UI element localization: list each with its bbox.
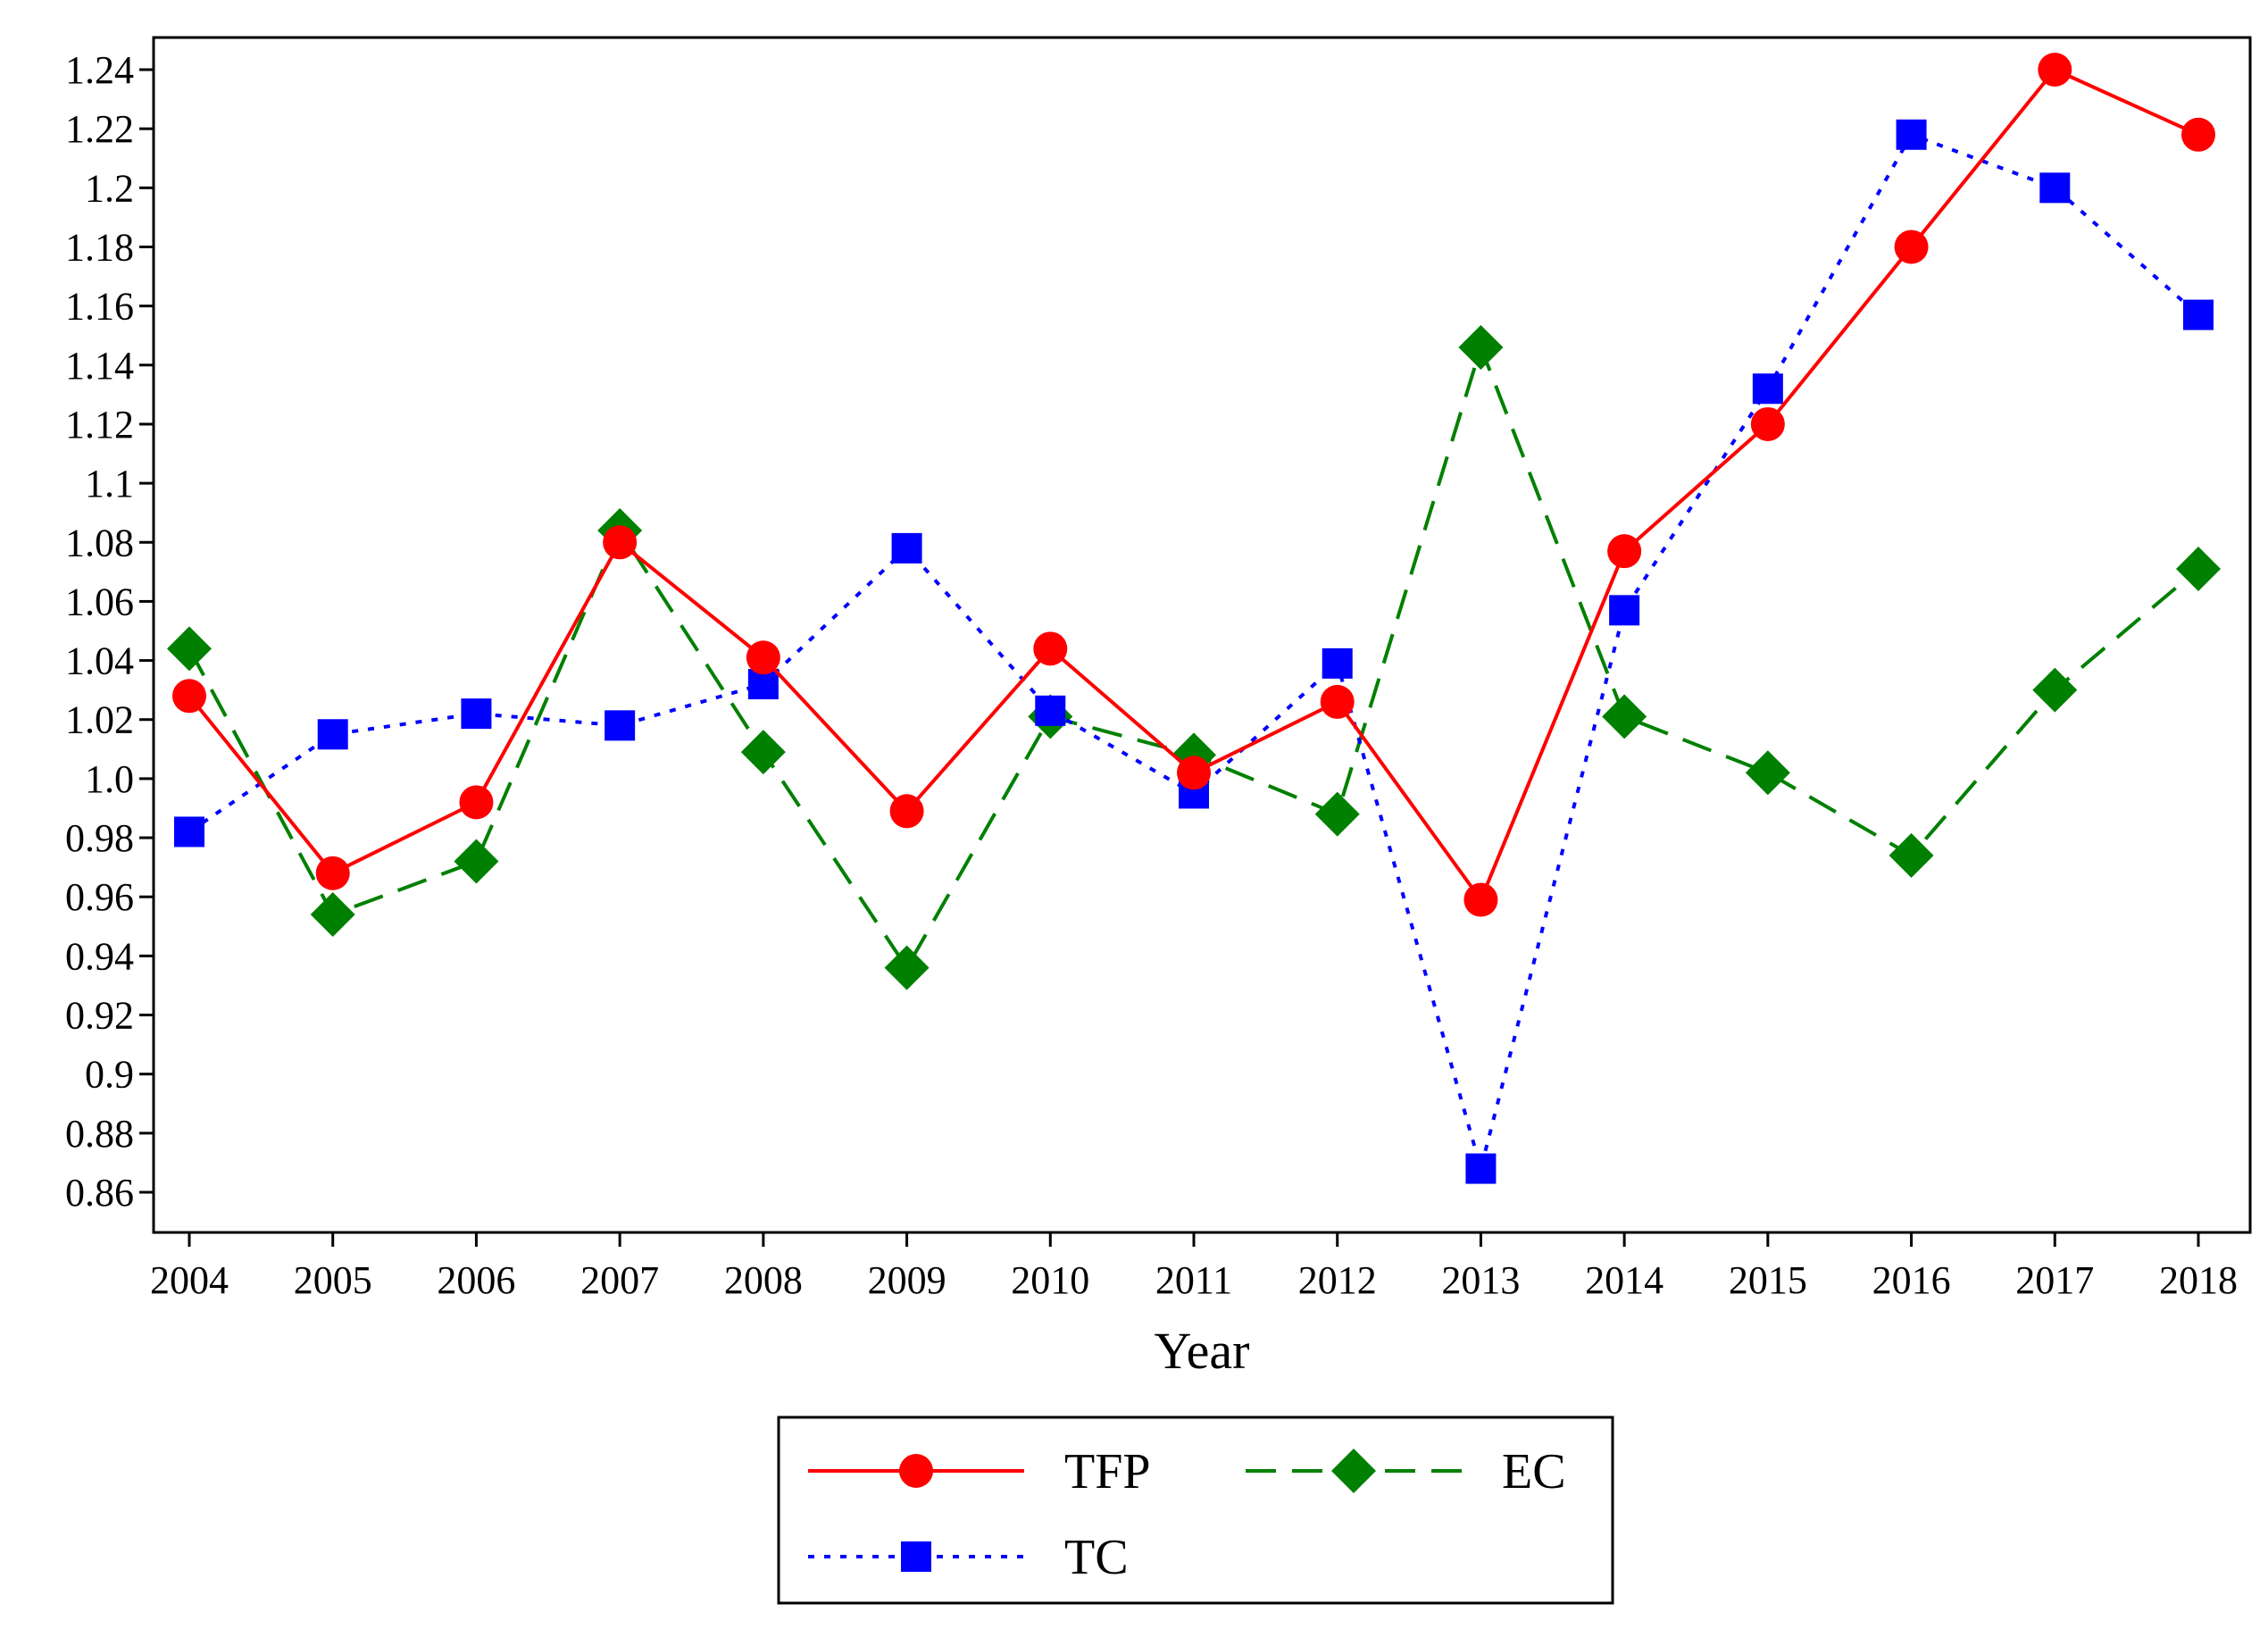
tfp-point bbox=[172, 679, 206, 714]
tfp-point bbox=[746, 640, 780, 675]
series-line-ec bbox=[188, 341, 2200, 972]
series-tfp bbox=[172, 53, 2215, 917]
x-tick-label: 2016 bbox=[1872, 1258, 1951, 1302]
y-tick-label: 0.92 bbox=[65, 994, 134, 1038]
y-tick-label: 1.02 bbox=[65, 698, 134, 742]
tc-point bbox=[1322, 647, 1353, 679]
legend-marker-ec bbox=[1331, 1449, 1376, 1493]
y-tick-label: 1.08 bbox=[65, 521, 134, 564]
ec-point bbox=[454, 839, 499, 884]
y-tick-label: 1.0 bbox=[85, 757, 134, 801]
x-tick-label: 2012 bbox=[1298, 1258, 1377, 1302]
y-tick-label: 1.16 bbox=[65, 285, 134, 329]
tfp-point bbox=[1750, 406, 1785, 441]
ec-point bbox=[1602, 694, 1647, 739]
ec-point bbox=[1745, 750, 1790, 796]
ec-point bbox=[884, 945, 930, 990]
x-tick-label: 2006 bbox=[437, 1258, 515, 1302]
y-tick-label: 0.9 bbox=[85, 1053, 134, 1097]
tfp-point bbox=[603, 525, 638, 560]
legend-label-ec: EC bbox=[1502, 1444, 1566, 1499]
tc-point bbox=[605, 710, 636, 741]
x-tick-label: 2015 bbox=[1729, 1258, 1807, 1302]
y-tick-label: 1.06 bbox=[65, 580, 134, 623]
ec-point bbox=[310, 892, 355, 938]
x-tick-label: 2014 bbox=[1585, 1258, 1663, 1302]
tc-point bbox=[2183, 299, 2214, 330]
y-tick-label: 0.98 bbox=[65, 816, 134, 860]
series-ec bbox=[167, 324, 2221, 990]
tc-point bbox=[1465, 1153, 1497, 1184]
x-tick-label: 2017 bbox=[2015, 1258, 2094, 1302]
legend-items: TFP EC TC bbox=[808, 1444, 1566, 1585]
legend-item-ec: EC bbox=[1246, 1444, 1566, 1499]
tfp-point bbox=[1177, 756, 1211, 790]
y-tick-label: 1.24 bbox=[65, 48, 134, 92]
tc-point bbox=[1896, 119, 1927, 150]
series-line-tc bbox=[188, 132, 2200, 1176]
legend-label-tfp: TFP bbox=[1064, 1444, 1151, 1499]
legend-marker-tfp bbox=[899, 1454, 933, 1488]
tfp-point bbox=[2181, 117, 2215, 152]
y-tick-label: 1.1 bbox=[85, 462, 134, 505]
ec-point bbox=[1458, 324, 1504, 370]
y-tick-label: 1.2 bbox=[85, 166, 134, 210]
tfp-point bbox=[459, 785, 494, 820]
tc-point bbox=[317, 719, 348, 750]
x-tick-label: 2009 bbox=[868, 1258, 946, 1302]
plot-frame bbox=[152, 36, 2252, 1234]
tc-point bbox=[2039, 172, 2071, 204]
tc-point bbox=[1035, 695, 1066, 726]
ec-point bbox=[2176, 547, 2221, 592]
y-tick-label: 1.14 bbox=[65, 344, 134, 388]
tfp-point bbox=[1463, 882, 1498, 917]
x-axis-title: Year bbox=[1155, 1322, 1250, 1380]
ec-point bbox=[740, 730, 786, 775]
tfp-point bbox=[1033, 631, 1068, 666]
legend-label-tc: TC bbox=[1064, 1530, 1129, 1585]
ec-point bbox=[1314, 791, 1360, 837]
tc-point bbox=[1752, 373, 1783, 405]
x-tick-label: 2004 bbox=[150, 1258, 229, 1302]
series-layer bbox=[167, 53, 2221, 1184]
y-tick-label: 1.22 bbox=[65, 107, 134, 151]
y-tick-label: 0.94 bbox=[65, 934, 134, 978]
x-tick-label: 2018 bbox=[2159, 1258, 2238, 1302]
legend-marker-tc bbox=[901, 1541, 931, 1572]
y-tick-label: 1.04 bbox=[65, 639, 134, 683]
x-tick-label: 2005 bbox=[294, 1258, 372, 1302]
tc-point bbox=[891, 532, 922, 564]
legend-item-tfp: TFP bbox=[808, 1444, 1151, 1499]
legend: TFP EC TC bbox=[777, 1416, 1614, 1605]
ec-point bbox=[1889, 832, 1934, 878]
x-tick-label: 2013 bbox=[1441, 1258, 1520, 1302]
tfp-point bbox=[2038, 53, 2072, 87]
tfp-point bbox=[1607, 534, 1642, 569]
y-tick-label: 0.96 bbox=[65, 875, 134, 919]
y-tick-label: 1.12 bbox=[65, 403, 134, 447]
x-axis: 2004 2005 2006 2007 2008 2009 2010 2011 2012 2013… bbox=[150, 1232, 2238, 1302]
tfp-point bbox=[1894, 230, 1929, 264]
y-tick-label: 0.86 bbox=[65, 1171, 134, 1215]
tfp-point bbox=[1320, 684, 1355, 719]
x-tick-label: 2008 bbox=[724, 1258, 803, 1302]
tc-point bbox=[461, 698, 492, 730]
x-tick-label: 2007 bbox=[580, 1258, 659, 1302]
y-tick-label: 0.88 bbox=[65, 1112, 134, 1156]
y-axis: 0.86 0.88 0.9 0.92 0.94 0.96 0.98 1.0 1.02 1.04 1.… bbox=[65, 48, 154, 1215]
tfp-point bbox=[315, 856, 350, 890]
legend-box bbox=[777, 1416, 1614, 1605]
tc-point bbox=[174, 816, 204, 848]
x-tick-label: 2010 bbox=[1011, 1258, 1089, 1302]
ec-point bbox=[167, 626, 212, 672]
x-tick-label: 2011 bbox=[1155, 1258, 1232, 1302]
y-tick-label: 1.18 bbox=[65, 225, 134, 269]
tfp-point bbox=[889, 794, 924, 829]
ec-point bbox=[2032, 667, 2078, 713]
legend-item-tc: TC bbox=[808, 1530, 1129, 1585]
series-tc bbox=[174, 119, 2214, 1184]
tc-point bbox=[1609, 595, 1640, 626]
